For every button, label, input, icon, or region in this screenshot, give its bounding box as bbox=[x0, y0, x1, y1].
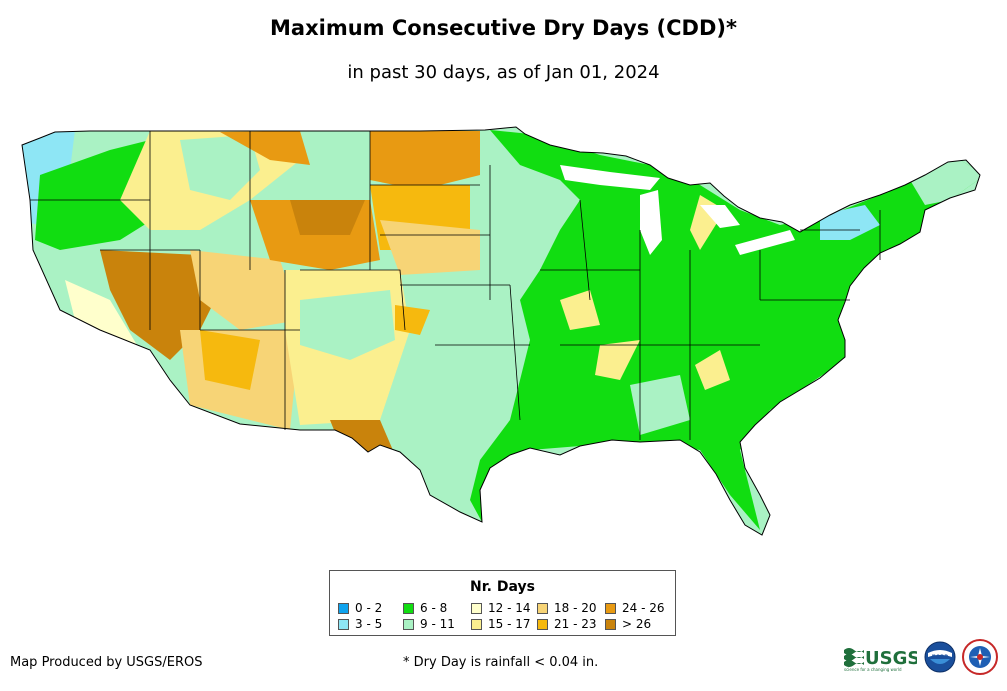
nws-logo bbox=[962, 639, 998, 675]
legend-label: > 26 bbox=[622, 617, 652, 631]
legend-item-15-17: 15 - 17 bbox=[471, 617, 531, 631]
legend-label: 3 - 5 bbox=[355, 617, 383, 631]
noaa-wordmark: noaa bbox=[932, 653, 949, 660]
legend-label: 9 - 11 bbox=[420, 617, 455, 631]
legend-label: 15 - 17 bbox=[488, 617, 531, 631]
legend-label: 18 - 20 bbox=[554, 601, 597, 615]
legend-item-3-5: 3 - 5 bbox=[338, 617, 382, 631]
state-borders bbox=[30, 131, 881, 440]
legend-swatch bbox=[338, 618, 349, 630]
legend-title: Nr. Days bbox=[470, 579, 535, 595]
legend-swatch bbox=[537, 602, 548, 614]
legend-item-6-8: 6 - 8 bbox=[403, 601, 447, 615]
legend-swatch bbox=[403, 602, 414, 614]
map-credit: Map Produced by USGS/EROS bbox=[10, 655, 203, 670]
legend-item-24-26: 24 - 26 bbox=[605, 601, 665, 615]
usgs-logo: USGS science for a changing world bbox=[844, 648, 917, 672]
legend-label: 24 - 26 bbox=[622, 601, 665, 615]
dry-day-footnote: * Dry Day is rainfall < 0.04 in. bbox=[403, 655, 599, 670]
legend-label: 0 - 2 bbox=[355, 601, 383, 615]
legend: Nr. Days 0 - 2 3 - 5 6 - 8 9 - 11 12 - 1… bbox=[329, 570, 676, 636]
usgs-tagline: science for a changing world bbox=[844, 667, 902, 672]
legend-item-18-20: 18 - 20 bbox=[537, 601, 597, 615]
usgs-wave-icon bbox=[844, 648, 864, 667]
legend-item-over-26: > 26 bbox=[605, 617, 651, 631]
legend-swatch bbox=[605, 618, 616, 630]
legend-label: 12 - 14 bbox=[488, 601, 531, 615]
legend-swatch bbox=[605, 602, 616, 614]
legend-label: 6 - 8 bbox=[420, 601, 448, 615]
legend-swatch bbox=[338, 602, 349, 614]
map-title: Maximum Consecutive Dry Days (CDD)* bbox=[270, 16, 737, 40]
noaa-logo: noaa bbox=[924, 641, 956, 673]
usgs-wordmark: USGS bbox=[865, 648, 917, 669]
legend-swatch bbox=[537, 618, 548, 630]
legend-item-0-2: 0 - 2 bbox=[338, 601, 382, 615]
legend-label: 21 - 23 bbox=[554, 617, 597, 631]
dry-days-raster bbox=[22, 127, 980, 535]
legend-item-12-14: 12 - 14 bbox=[471, 601, 531, 615]
legend-item-9-11: 9 - 11 bbox=[403, 617, 455, 631]
map-subtitle: in past 30 days, as of Jan 01, 2024 bbox=[347, 62, 660, 83]
legend-swatch bbox=[471, 618, 482, 630]
legend-item-21-23: 21 - 23 bbox=[537, 617, 597, 631]
legend-swatch bbox=[471, 602, 482, 614]
legend-swatch bbox=[403, 618, 414, 630]
